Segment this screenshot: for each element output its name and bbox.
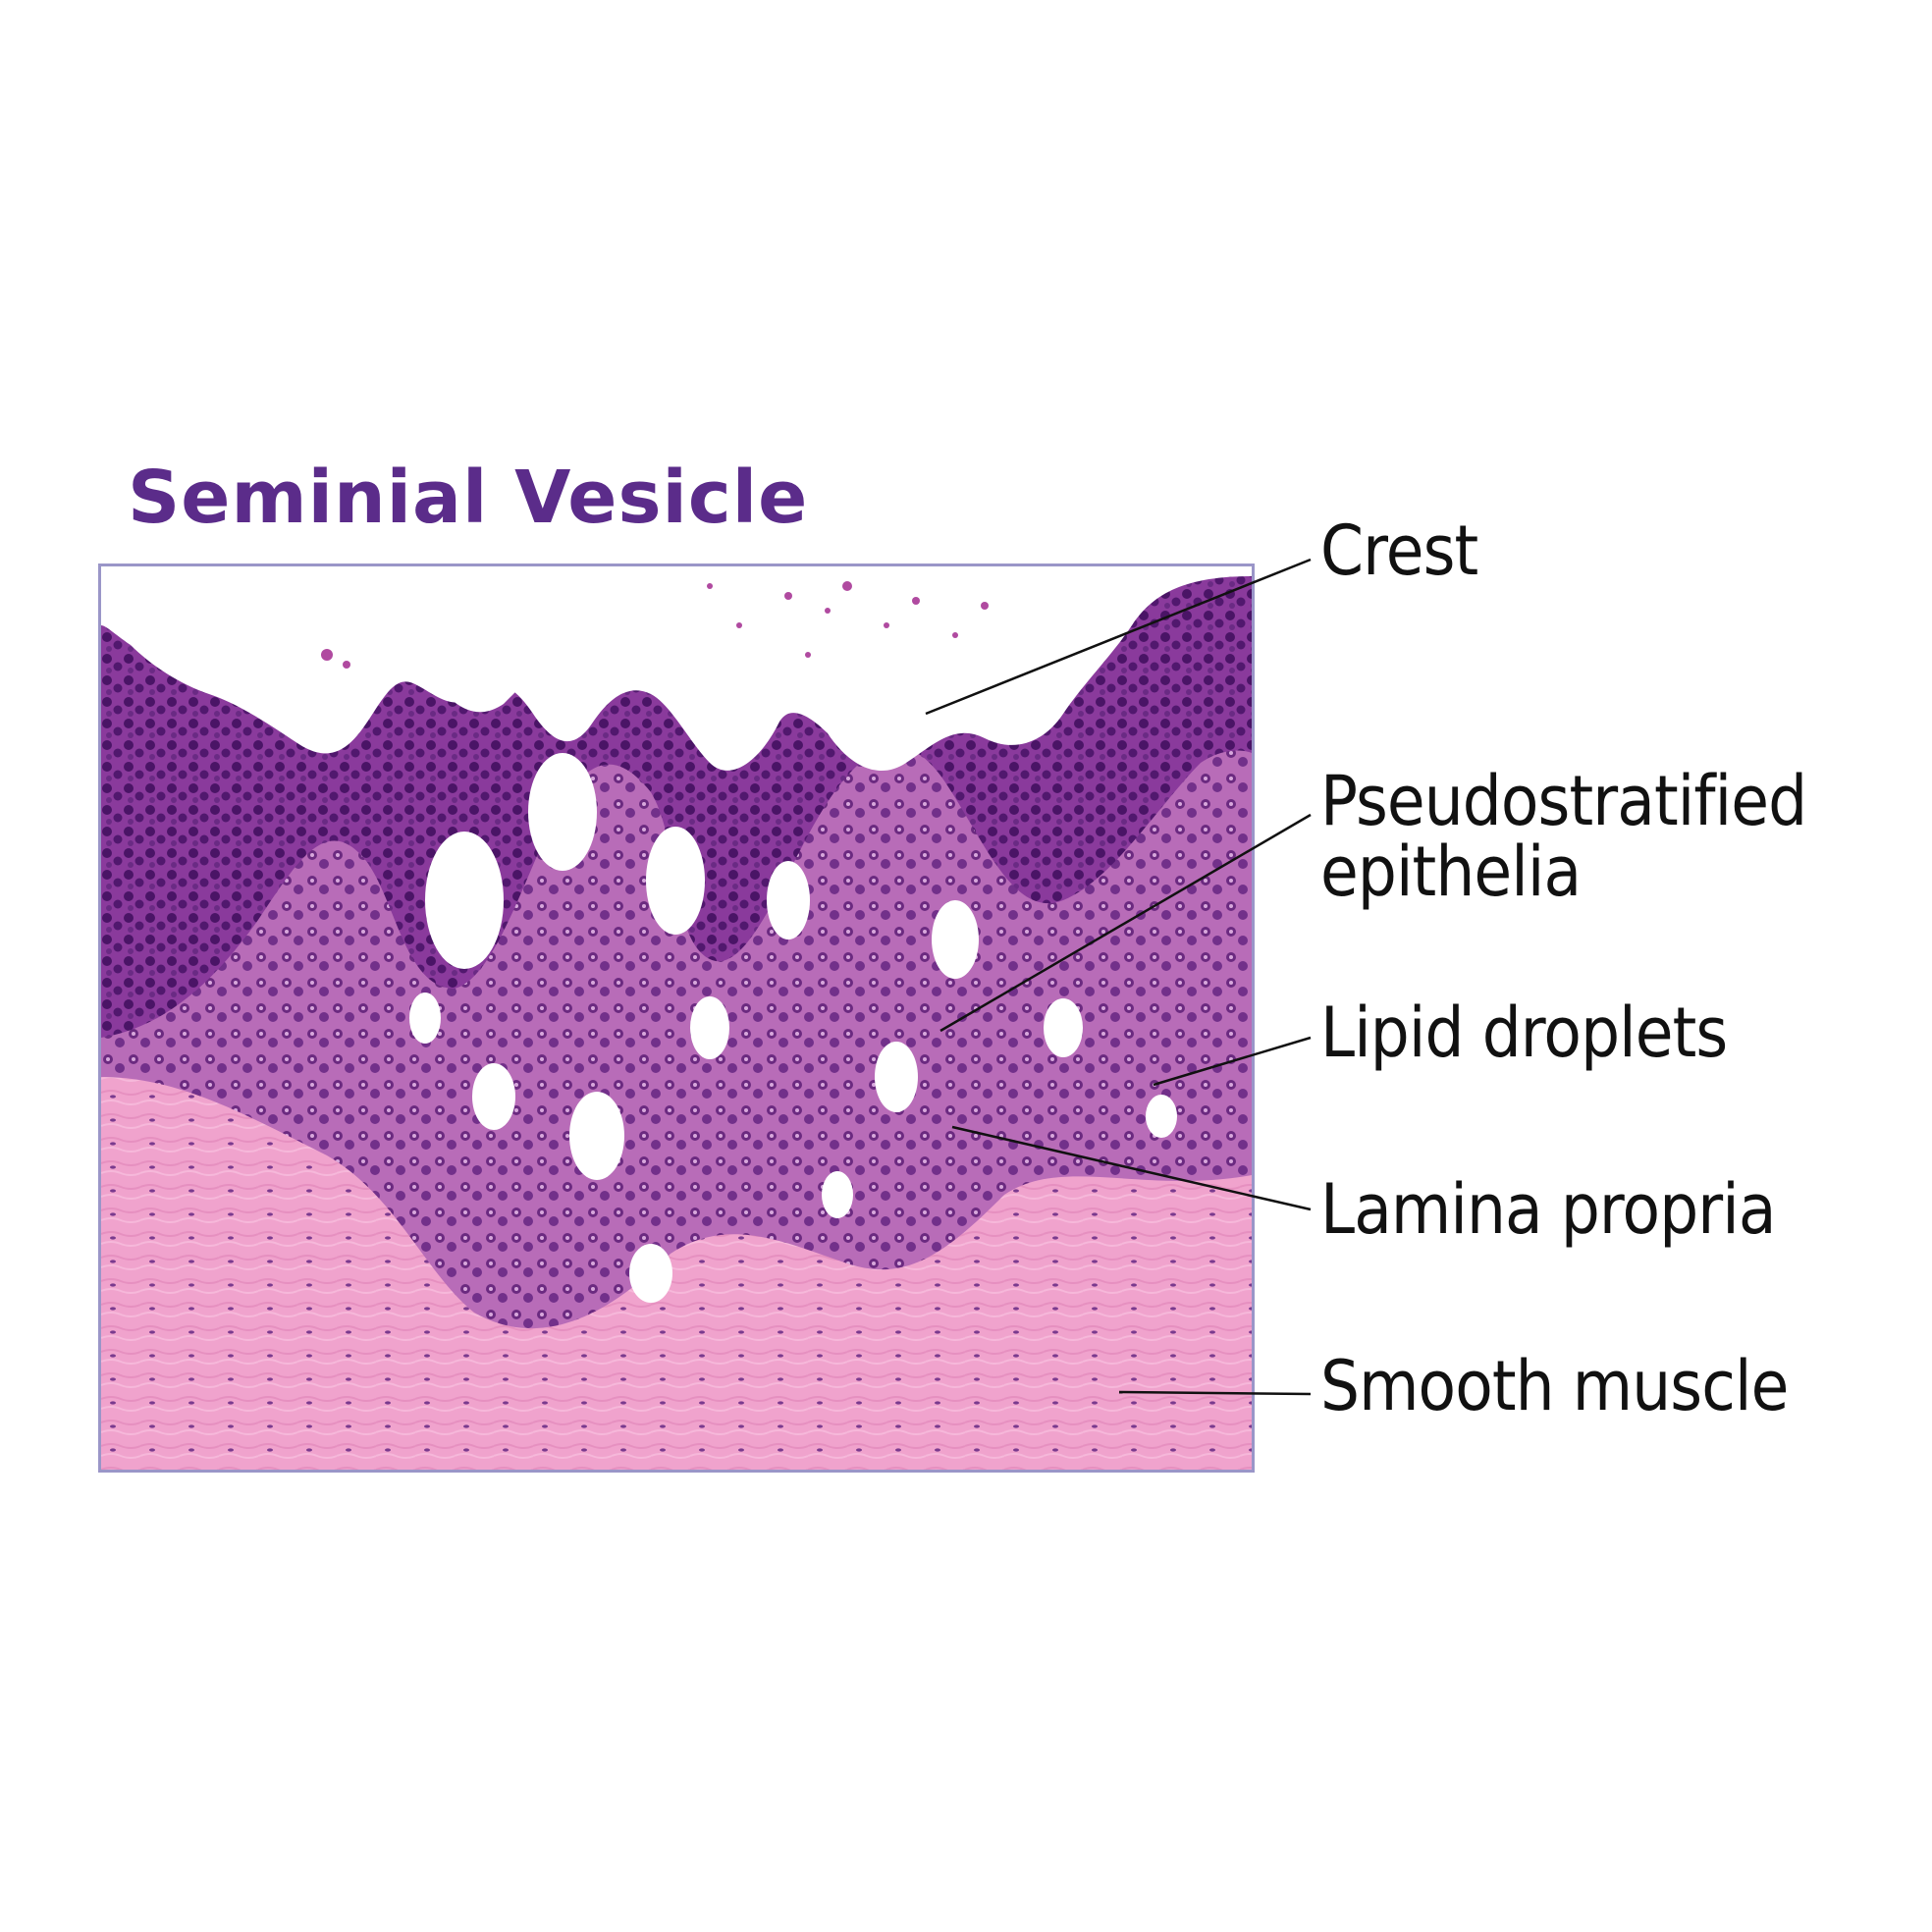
- lumen-pocket: [528, 753, 597, 871]
- lumen-pocket: [409, 993, 441, 1044]
- lumen-pocket: [932, 900, 979, 979]
- lumen-pocket: [690, 996, 729, 1059]
- lumen-pocket: [425, 832, 504, 969]
- lumen-pocket: [1044, 998, 1083, 1057]
- label-pseudostratified: Pseudostratified: [1320, 766, 1806, 838]
- figure-title: Seminial Vesicle: [128, 461, 808, 534]
- lumen-pocket: [472, 1063, 515, 1130]
- label-epithelia: epithelia: [1320, 836, 1581, 909]
- label-lamina-propria: Lamina propria: [1320, 1174, 1776, 1247]
- lumen-pocket: [569, 1092, 624, 1180]
- lumen-pocket: [629, 1244, 672, 1303]
- lumen-pocket: [1146, 1095, 1177, 1138]
- label-smooth-muscle: Smooth muscle: [1320, 1351, 1788, 1423]
- micrograph-frame: [98, 564, 1255, 1473]
- lumen-pocket: [646, 827, 705, 935]
- lumen-pocket: [875, 1042, 918, 1112]
- lumen-pocket: [822, 1171, 853, 1218]
- micrograph-image: [101, 566, 1252, 1470]
- lumen-pocket: [767, 861, 810, 939]
- label-crest: Crest: [1320, 515, 1477, 588]
- label-lipid-droplets: Lipid droplets: [1320, 997, 1727, 1070]
